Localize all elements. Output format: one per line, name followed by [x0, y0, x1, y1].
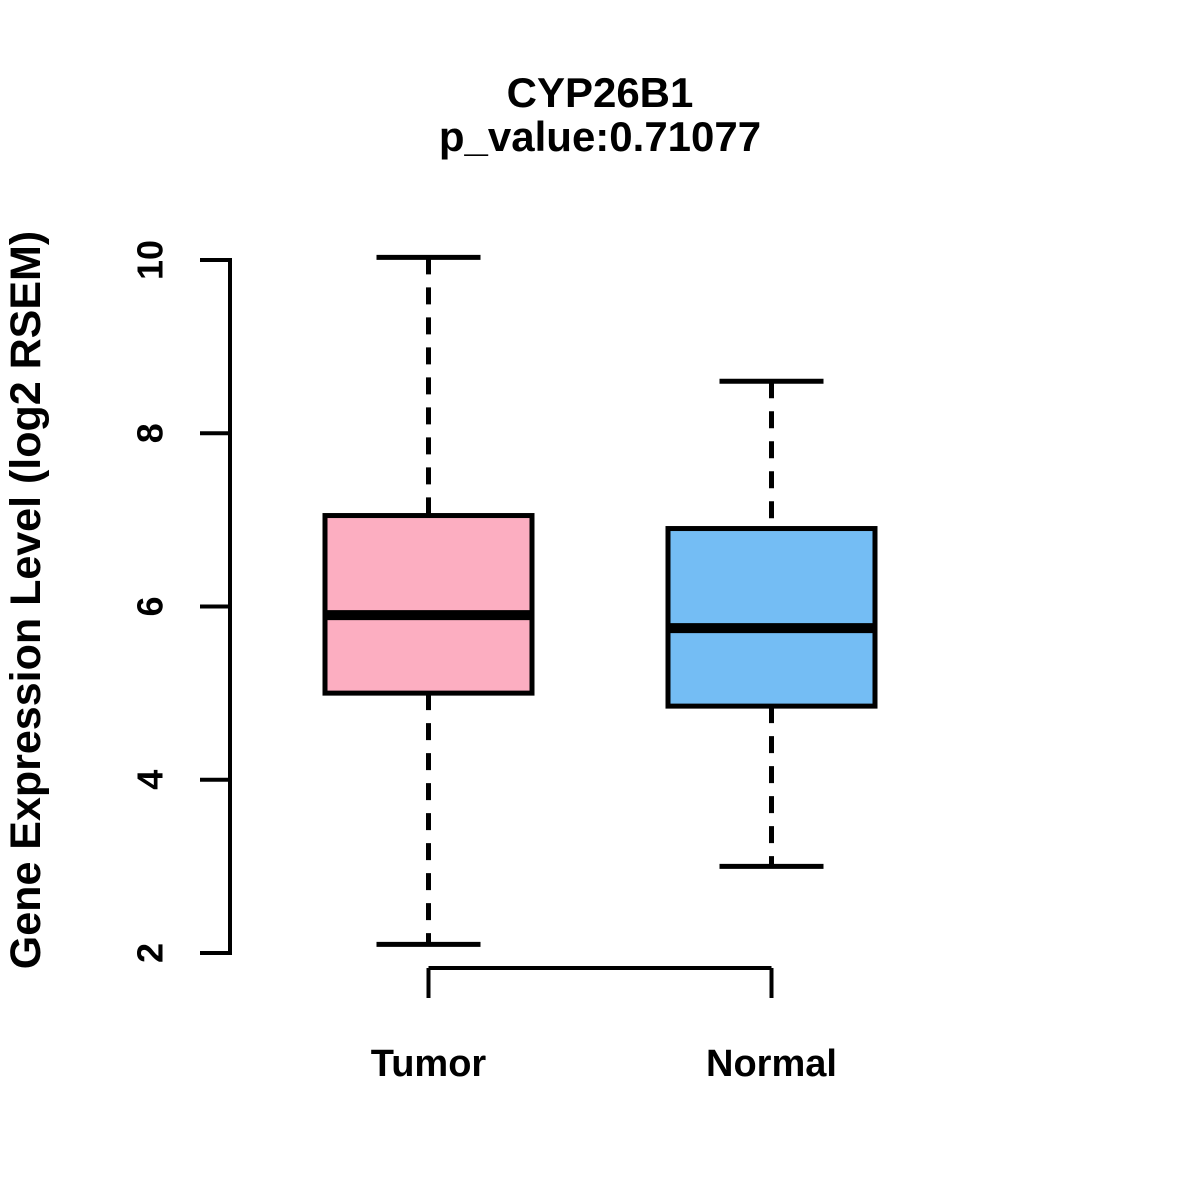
y-axis-label: Gene Expression Level (log2 RSEM): [2, 231, 50, 969]
y-axis-tick-label: 4: [130, 770, 171, 790]
y-axis-tick-label: 10: [130, 240, 171, 280]
iqr-box-normal: [665, 526, 878, 709]
chart-title: CYP26B1: [507, 69, 694, 116]
y-axis: 2 4 6 8 10: [130, 240, 232, 963]
y-axis-tick-label: 8: [130, 423, 171, 443]
x-category-label-tumor: Tumor: [371, 1043, 487, 1085]
y-axis-tick-label: 2: [130, 943, 171, 963]
y-axis-tick-label: 6: [130, 596, 171, 616]
box-group-normal: [665, 378, 878, 869]
box-group-tumor: [322, 254, 535, 947]
chart-subtitle: p_value:0.71077: [439, 113, 761, 160]
iqr-box-tumor: [322, 513, 535, 696]
x-category-label-normal: Normal: [706, 1043, 837, 1085]
x-axis: Tumor Normal: [371, 966, 837, 1085]
